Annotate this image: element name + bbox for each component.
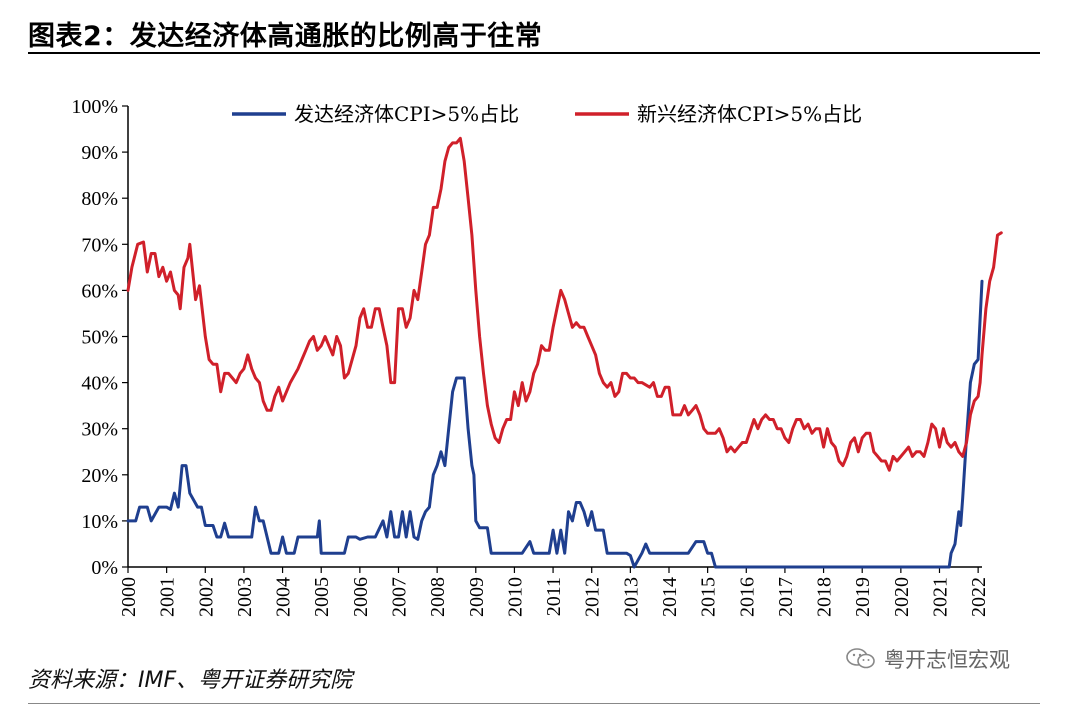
series-line-developed	[126, 279, 984, 569]
x-tick-label: 2008	[427, 577, 449, 617]
x-tick-label: 2003	[234, 577, 256, 617]
y-tick-label: 40%	[81, 373, 118, 395]
y-tick-label: 60%	[81, 280, 118, 302]
source-note: 资料来源：IMF、粤开证券研究院	[28, 668, 353, 693]
legend-label: 发达经济体CPI>5%占比	[294, 102, 519, 126]
x-tick-label: 2019	[852, 577, 874, 617]
footer-divider	[28, 703, 1040, 704]
x-tick-label: 2004	[273, 577, 295, 617]
x-tick-label: 2015	[698, 577, 720, 617]
x-tick-label: 2018	[814, 577, 836, 617]
x-tick-label: 2017	[775, 577, 797, 617]
legend-label: 新兴经济体CPI>5%占比	[637, 102, 862, 126]
y-tick-label: 70%	[81, 234, 118, 256]
x-tick-label: 2002	[195, 577, 217, 617]
y-tick-label: 20%	[81, 465, 118, 487]
y-tick-label: 90%	[81, 142, 118, 164]
x-tick-label: 2011	[543, 577, 565, 616]
y-tick-label: 30%	[81, 419, 118, 441]
series-line-emerging	[126, 136, 1003, 472]
watermark-text: 粤开志恒宏观	[884, 648, 1010, 672]
x-tick-label: 2000	[118, 577, 140, 617]
chart-title: 图表2：发达经济体高通胀的比例高于往常	[28, 21, 543, 52]
x-tick-label: 2022	[968, 577, 990, 617]
x-tick-label: 2021	[929, 577, 951, 617]
series-layer	[126, 136, 1003, 569]
x-tick-label: 2020	[891, 577, 913, 617]
x-tick-label: 2007	[388, 577, 410, 617]
x-tick-label: 2016	[736, 577, 758, 617]
x-tick-label: 2006	[350, 577, 372, 617]
x-tick-label: 2013	[620, 577, 642, 617]
x-axis: 2000 2001 2002 2003 2004 2005 2006 2007 2008 2009…	[118, 566, 990, 617]
x-tick-label: 2012	[582, 577, 604, 617]
x-tick-label: 2014	[659, 577, 681, 617]
wechat-icon	[846, 648, 875, 669]
y-tick-label: 50%	[81, 327, 118, 349]
x-tick-label: 2001	[157, 577, 179, 617]
y-axis: 0% 10% 20% 30% 40% 50% 60% 70% 80% 90% 100%	[71, 96, 129, 579]
x-tick-label: 2010	[504, 577, 526, 617]
watermark: 粤开志恒宏观	[846, 644, 1010, 674]
x-tick-label: 2009	[466, 577, 488, 617]
y-tick-label: 0%	[91, 557, 118, 579]
y-tick-label: 80%	[81, 188, 118, 210]
y-tick-label: 100%	[71, 96, 118, 118]
title-divider	[28, 52, 1040, 54]
x-tick-label: 2005	[311, 577, 333, 617]
legend: 发达经济体CPI>5%占比 新兴经济体CPI>5%占比	[232, 102, 862, 126]
y-tick-label: 10%	[81, 511, 118, 533]
